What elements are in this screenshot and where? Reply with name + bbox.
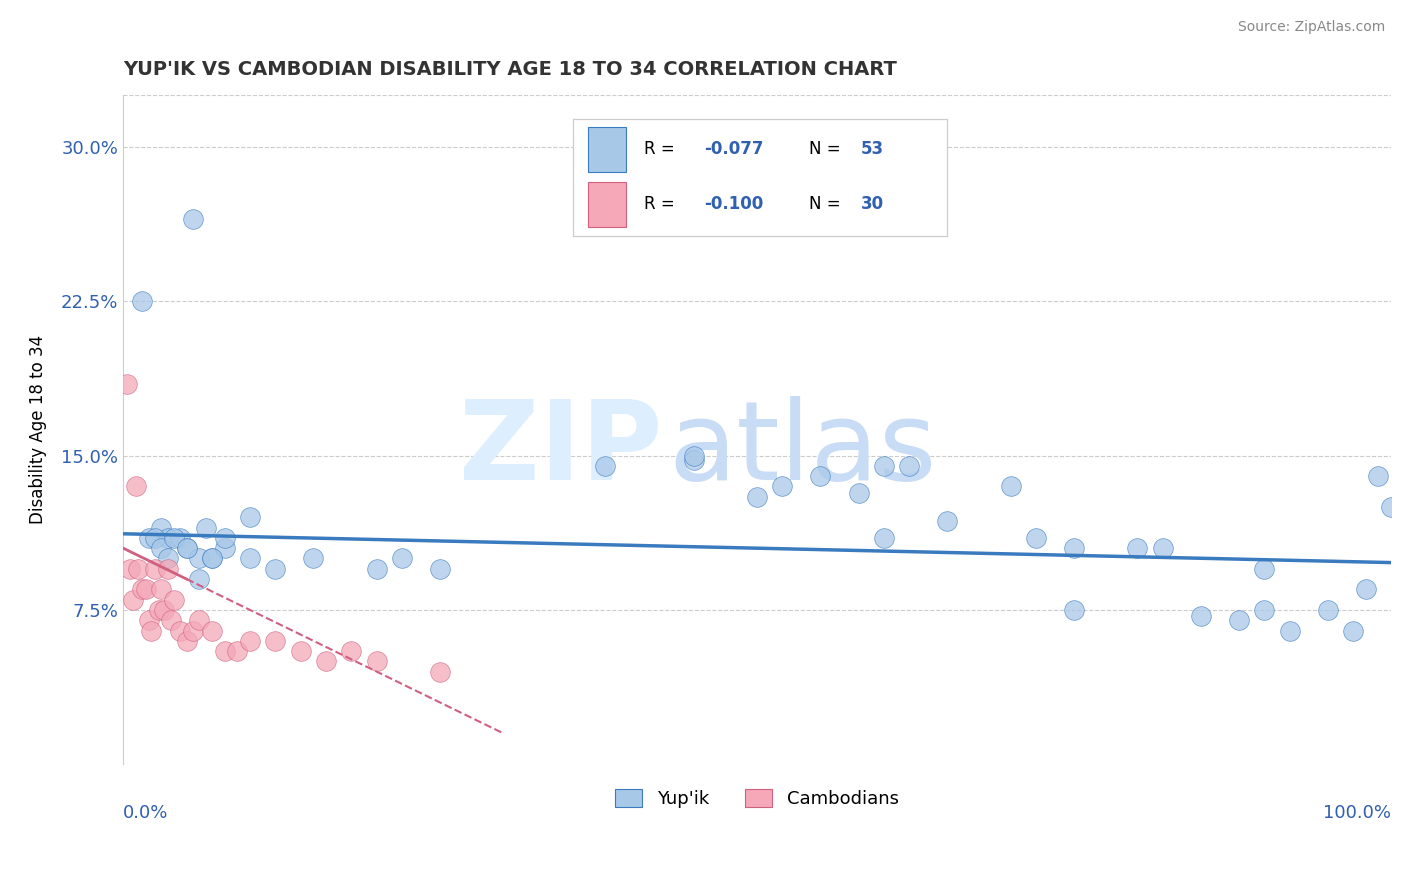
Point — [239, 510, 262, 524]
Point — [150, 582, 173, 597]
Point — [1000, 479, 1022, 493]
Text: atlas: atlas — [668, 396, 936, 503]
Point — [115, 376, 138, 391]
Point — [391, 551, 413, 566]
Point — [1063, 603, 1085, 617]
Point — [1379, 500, 1402, 514]
Point — [1278, 624, 1301, 638]
Point — [593, 458, 616, 473]
Point — [118, 562, 141, 576]
Point — [188, 551, 211, 566]
Text: ZIP: ZIP — [458, 396, 662, 503]
Point — [936, 515, 959, 529]
Point — [135, 582, 157, 597]
Point — [264, 562, 287, 576]
Point — [201, 551, 224, 566]
Point — [156, 562, 179, 576]
Point — [1025, 531, 1047, 545]
Point — [810, 469, 832, 483]
Point — [1126, 541, 1149, 556]
Point — [214, 644, 236, 658]
Point — [152, 603, 174, 617]
Text: 0.0%: 0.0% — [124, 805, 169, 822]
Point — [366, 654, 388, 668]
Point — [1227, 613, 1250, 627]
Point — [682, 449, 704, 463]
Point — [214, 541, 236, 556]
Point — [226, 644, 249, 658]
Point — [239, 551, 262, 566]
Point — [873, 531, 896, 545]
Point — [1253, 562, 1275, 576]
Point — [176, 541, 198, 556]
Point — [188, 572, 211, 586]
Text: Source: ZipAtlas.com: Source: ZipAtlas.com — [1237, 21, 1385, 34]
Text: 100.0%: 100.0% — [1323, 805, 1391, 822]
Point — [131, 582, 153, 597]
Point — [150, 520, 173, 534]
Point — [848, 485, 870, 500]
Point — [156, 531, 179, 545]
Point — [429, 665, 451, 679]
Point — [772, 479, 794, 493]
Point — [181, 211, 204, 226]
Point — [1354, 582, 1376, 597]
Point — [1316, 603, 1339, 617]
Point — [150, 541, 173, 556]
Point — [1152, 541, 1174, 556]
Point — [139, 624, 162, 638]
Point — [131, 294, 153, 309]
Point — [194, 520, 217, 534]
Point — [1063, 541, 1085, 556]
Point — [169, 624, 191, 638]
Point — [682, 452, 704, 467]
Point — [138, 531, 160, 545]
Point — [188, 613, 211, 627]
Point — [156, 551, 179, 566]
Point — [1367, 469, 1389, 483]
Point — [169, 531, 191, 545]
Point — [264, 633, 287, 648]
Point — [163, 592, 186, 607]
Point — [315, 654, 337, 668]
Point — [163, 531, 186, 545]
Point — [214, 531, 236, 545]
Point — [143, 531, 166, 545]
Point — [127, 562, 149, 576]
Point — [1341, 624, 1364, 638]
Point — [745, 490, 768, 504]
Point — [138, 613, 160, 627]
Point — [176, 633, 198, 648]
Point — [181, 624, 204, 638]
Point — [340, 644, 363, 658]
Point — [302, 551, 325, 566]
Point — [1189, 609, 1212, 624]
Y-axis label: Disability Age 18 to 34: Disability Age 18 to 34 — [30, 335, 46, 524]
Point — [125, 479, 148, 493]
Point — [290, 644, 312, 658]
Text: YUP'IK VS CAMBODIAN DISABILITY AGE 18 TO 34 CORRELATION CHART: YUP'IK VS CAMBODIAN DISABILITY AGE 18 TO… — [124, 60, 897, 78]
Point — [176, 541, 198, 556]
Point — [239, 633, 262, 648]
Point — [898, 458, 921, 473]
Point — [1253, 603, 1275, 617]
Point — [873, 458, 896, 473]
Point — [143, 562, 166, 576]
Point — [160, 613, 183, 627]
Point — [201, 551, 224, 566]
Legend: Yup'ik, Cambodians: Yup'ik, Cambodians — [609, 781, 905, 815]
Point — [366, 562, 388, 576]
Point — [201, 624, 224, 638]
Point — [148, 603, 170, 617]
Point — [122, 592, 145, 607]
Point — [429, 562, 451, 576]
